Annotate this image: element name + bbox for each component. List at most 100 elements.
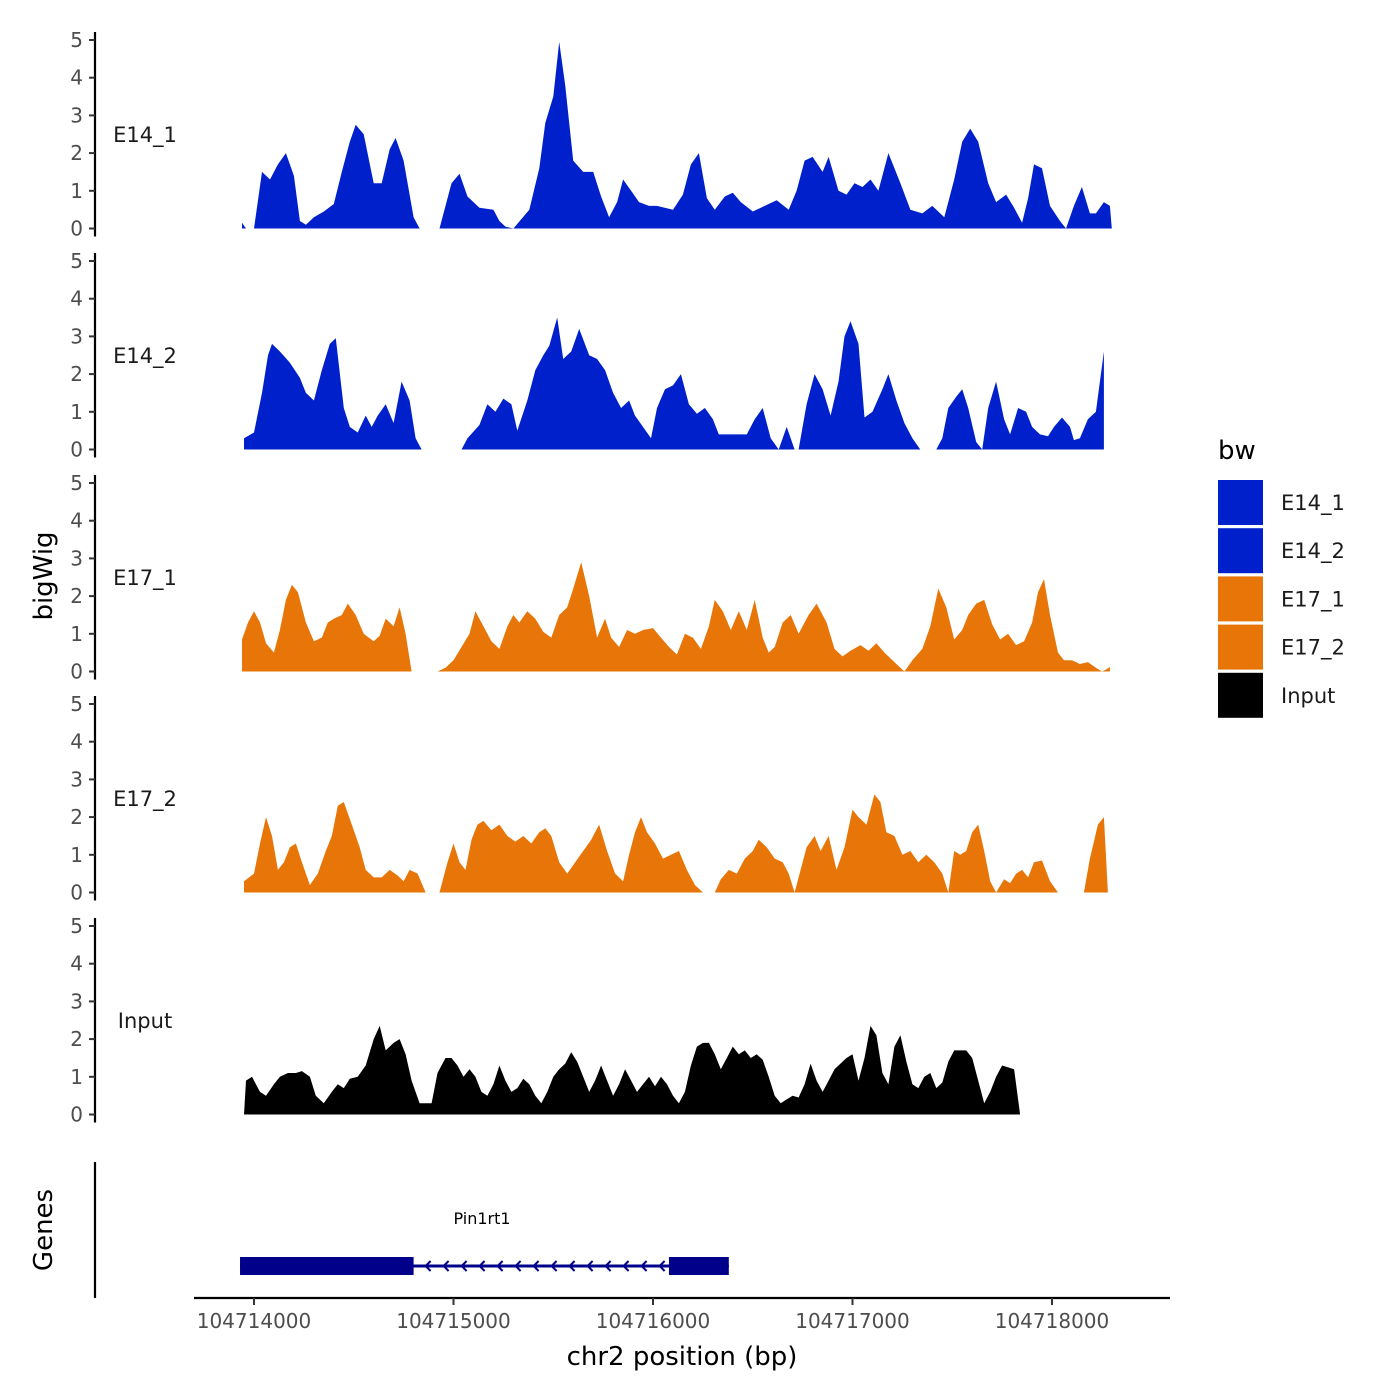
- y-tick-label: 1: [70, 843, 83, 867]
- y-tick-label: 3: [70, 546, 83, 570]
- signal-area-E14_1: [242, 222, 246, 229]
- y-tick-label: 4: [70, 509, 83, 533]
- strand-arrow: [460, 1260, 468, 1272]
- legend-swatch-Input: [1218, 672, 1263, 718]
- y-tick-label: 2: [70, 362, 83, 386]
- signal-area-E14_1: [513, 41, 1066, 229]
- signal-area-E17_2: [996, 860, 1058, 893]
- y-axis-title: bigWig: [29, 531, 59, 620]
- track-E17_1: 0 1 2 3 4 5 E17_1: [70, 471, 1110, 684]
- signal-area-E17_2: [244, 802, 426, 893]
- strand-arrow: [604, 1260, 612, 1272]
- gene-name-label: Pin1rt1: [453, 1209, 510, 1228]
- legend-label: E14_2: [1281, 539, 1345, 564]
- strand-arrow: [424, 1260, 432, 1272]
- y-tick-label: 0: [70, 660, 83, 684]
- strand-arrow: [658, 1260, 666, 1272]
- legend: E14_1 E14_2 E17_1 E17_2 Input: [1218, 480, 1345, 718]
- legend-label: E14_1: [1281, 491, 1345, 516]
- strand-arrow: [442, 1260, 450, 1272]
- track-E14_1: 0 1 2 3 4 5 E14_1: [70, 28, 1112, 241]
- y-tick-label: 4: [70, 952, 83, 976]
- y-tick-label: 2: [70, 805, 83, 829]
- y-tick-label: 2: [70, 1027, 83, 1051]
- strand-arrow: [496, 1260, 504, 1272]
- genes-track-label: Genes: [29, 1189, 59, 1271]
- y-tick-label: 4: [70, 66, 83, 90]
- legend-label: E17_1: [1281, 587, 1345, 612]
- signal-area-E14_1: [254, 124, 420, 229]
- x-axis: 104714000 104715000 104716000 104717000 1047…: [194, 1296, 1170, 1333]
- x-axis-title: chr2 position (bp): [567, 1342, 798, 1372]
- y-tick-label: 3: [70, 324, 83, 348]
- track-label: E14_2: [113, 344, 177, 369]
- strand-arrow: [568, 1260, 576, 1272]
- x-tick-label: 104714000: [197, 1309, 312, 1333]
- x-tick-label: 104715000: [396, 1309, 511, 1333]
- y-tick-label: 1: [70, 622, 83, 646]
- signal-area-E14_2: [982, 351, 1104, 450]
- tracks: 0 1 2 3 4 5 E14_1 0 1 2 3 4 5 E14_2 0 1 2 3 4 5 E17_1 0 1 2 3 4 5 E…: [70, 28, 1112, 1127]
- strand-arrow: [586, 1260, 594, 1272]
- y-tick-label: 0: [70, 217, 83, 241]
- x-tick-label: 104716000: [596, 1309, 711, 1333]
- strand-arrow: [514, 1260, 522, 1272]
- gene-exon: [240, 1257, 414, 1275]
- strand-arrow: [640, 1260, 648, 1272]
- y-tick-label: 5: [70, 28, 83, 52]
- track-E14_2: 0 1 2 3 4 5 E14_2: [70, 249, 1104, 462]
- signal-area-E14_2: [778, 426, 795, 450]
- strand-arrow: [532, 1260, 540, 1272]
- signal-area-Input: [244, 1025, 1021, 1115]
- track-label: E14_1: [113, 123, 177, 148]
- legend-label: Input: [1281, 684, 1335, 708]
- signal-area-E14_2: [936, 389, 983, 450]
- track-label: Input: [118, 1009, 172, 1033]
- signal-area-E14_2: [244, 338, 422, 450]
- track-label: E17_1: [113, 566, 177, 591]
- y-tick-label: 4: [70, 730, 83, 754]
- x-tick-label: 104718000: [995, 1309, 1110, 1333]
- signal-area-E17_2: [714, 839, 795, 893]
- signal-area-E14_2: [461, 317, 779, 450]
- signal-area-E14_1: [439, 173, 514, 229]
- gene-exon: [668, 1257, 729, 1275]
- track-label: E17_2: [113, 787, 177, 812]
- signal-area-E14_1: [1066, 187, 1112, 229]
- y-tick-label: 2: [70, 584, 83, 608]
- y-tick-label: 5: [70, 249, 83, 273]
- y-tick-label: 3: [70, 989, 83, 1013]
- signal-area-E17_1: [437, 562, 905, 672]
- x-tick-label: 104717000: [795, 1309, 910, 1333]
- signal-area-E17_1: [1101, 667, 1110, 672]
- legend-swatch-E17_1: [1218, 576, 1263, 622]
- y-tick-label: 5: [70, 914, 83, 938]
- y-tick-label: 1: [70, 400, 83, 424]
- y-tick-label: 0: [70, 1103, 83, 1127]
- y-tick-label: 2: [70, 141, 83, 165]
- track-Input: 0 1 2 3 4 5 Input: [70, 914, 1021, 1127]
- signal-area-E17_1: [242, 584, 412, 672]
- legend-swatch-E14_2: [1218, 528, 1263, 574]
- y-tick-label: 5: [70, 692, 83, 716]
- strand-arrow: [622, 1260, 630, 1272]
- y-tick-label: 1: [70, 179, 83, 203]
- legend-swatch-E17_2: [1218, 624, 1263, 670]
- strand-arrow: [478, 1260, 486, 1272]
- signal-area-E14_2: [798, 321, 921, 450]
- legend-title: bw: [1218, 436, 1256, 466]
- y-tick-label: 3: [70, 767, 83, 791]
- legend-swatch-E14_1: [1218, 480, 1263, 525]
- signal-area-E17_2: [948, 824, 997, 893]
- legend-label: E17_2: [1281, 636, 1345, 661]
- y-tick-label: 3: [70, 103, 83, 127]
- y-tick-label: 5: [70, 471, 83, 495]
- signal-area-E17_2: [439, 817, 703, 893]
- y-tick-label: 0: [70, 881, 83, 905]
- signal-area-E17_1: [904, 579, 1102, 672]
- track-E17_2: 0 1 2 3 4 5 E17_2: [70, 692, 1108, 905]
- signal-area-E17_2: [1083, 817, 1108, 893]
- y-tick-label: 1: [70, 1065, 83, 1089]
- y-tick-label: 4: [70, 287, 83, 311]
